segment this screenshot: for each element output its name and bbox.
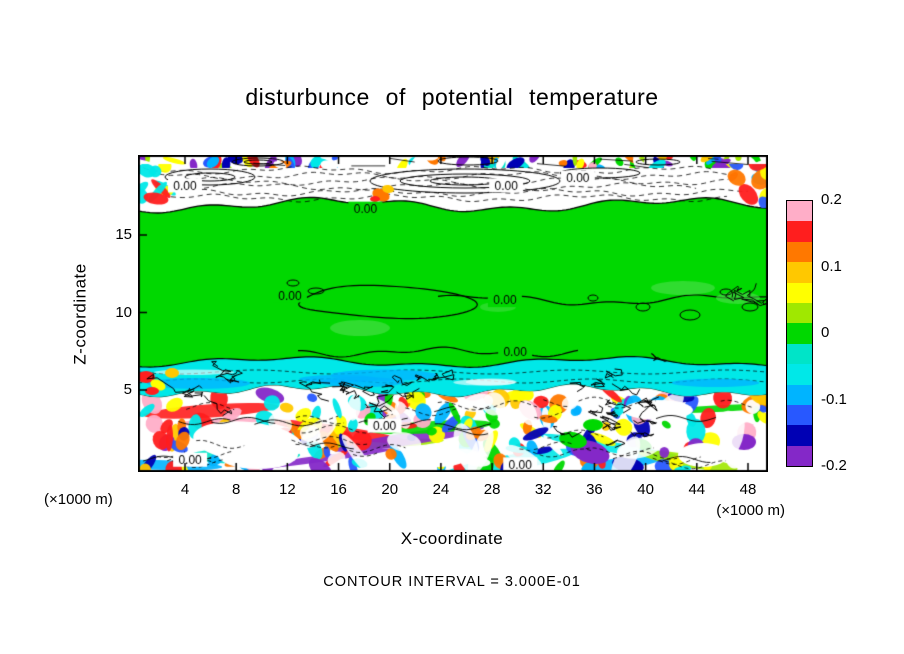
x-tick-label: 44 — [688, 481, 706, 498]
colorbar-segment — [787, 364, 812, 385]
colorbar-tick-label: -0.2 — [821, 457, 847, 474]
x-tick-label: 24 — [432, 481, 450, 498]
colorbar-tick-label: 0.2 — [821, 191, 842, 208]
x-tick-label: 20 — [381, 481, 399, 498]
colorbar-segment — [787, 384, 812, 405]
colorbar-tick-label: 0.1 — [821, 257, 842, 275]
x-tick-label: 32 — [534, 481, 552, 498]
colorbar-tick-label: 0 — [821, 324, 830, 341]
x-tick-label: 4 — [180, 481, 190, 498]
x-axis-unit: (×1000 m) — [716, 502, 785, 519]
x-tick-label: 40 — [637, 481, 654, 498]
colorbar-segment — [787, 241, 812, 263]
colorbar — [786, 200, 813, 467]
z-axis-unit: (×1000 m) — [44, 491, 113, 508]
colorbar-segment — [787, 302, 812, 324]
z-axis-label: Z-coordinate — [71, 262, 90, 365]
contour-interval-note: CONTOUR INTERVAL = 3.000E-01 — [323, 574, 581, 590]
colorbar-segment — [787, 425, 812, 446]
contour-field-canvas — [138, 155, 768, 472]
x-tick-label: 8 — [232, 481, 241, 498]
colorbar-segment — [787, 445, 812, 467]
x-tick-label: 16 — [330, 481, 347, 498]
colorbar-segment — [787, 201, 812, 222]
x-tick-label: 12 — [279, 481, 296, 498]
colorbar-segment — [787, 323, 812, 344]
colorbar-segment — [787, 343, 812, 365]
z-tick-label: 15 — [115, 226, 132, 243]
colorbar-segment — [787, 262, 812, 283]
colorbar-tick-label: -0.1 — [821, 390, 847, 408]
z-tick-label: 5 — [123, 381, 132, 398]
colorbar-segment — [787, 404, 812, 426]
colorbar-segment — [787, 282, 812, 303]
x-axis-label: X-coordinate — [400, 529, 504, 548]
x-tick-label: 36 — [586, 481, 603, 498]
colorbar-segment — [787, 221, 812, 242]
x-tick-label: 28 — [483, 481, 501, 498]
plot-area — [138, 155, 768, 472]
chart-title: disturbunce of potential temperature — [245, 84, 659, 110]
z-tick-label: 10 — [115, 303, 132, 321]
x-tick-label: 48 — [739, 481, 757, 498]
